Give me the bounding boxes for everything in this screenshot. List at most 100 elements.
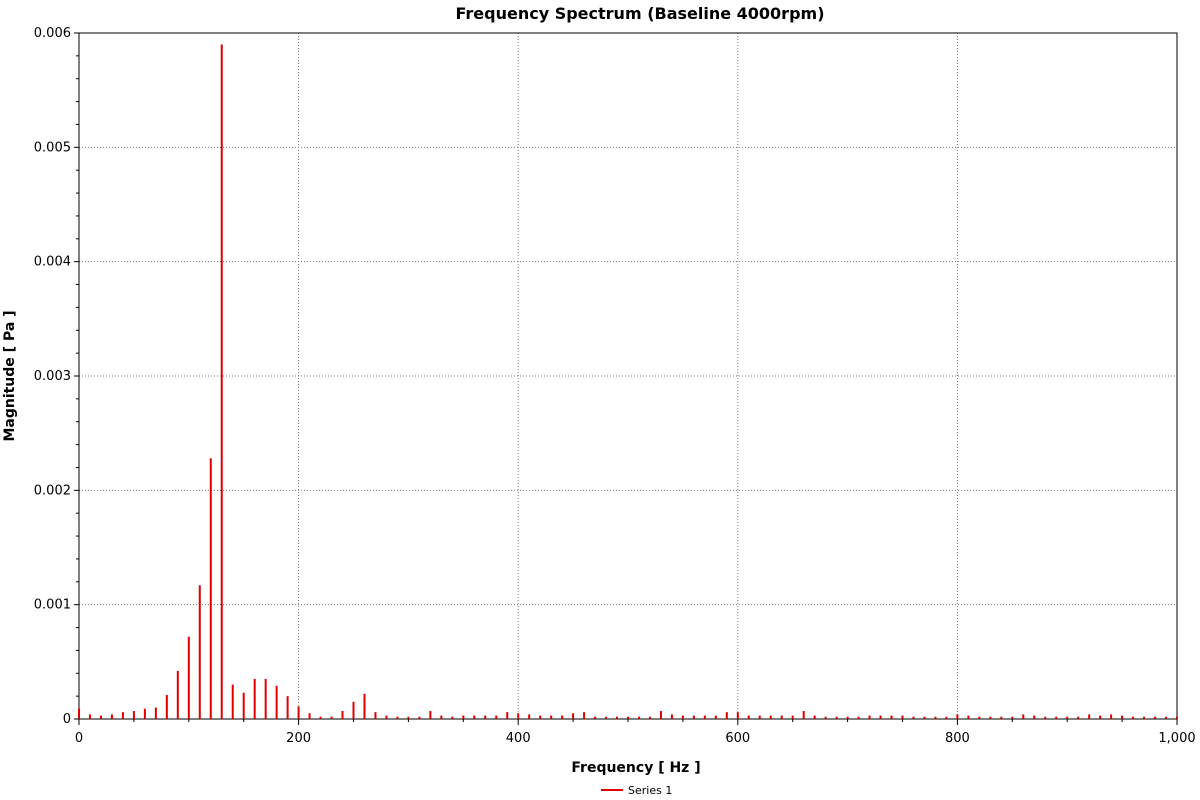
bar-series-1 — [220, 44, 223, 719]
x-axis-ticks: 0 200 400 600 800 1,000 — [75, 719, 1196, 746]
bar-series-1 — [473, 715, 476, 719]
bar-series-1 — [1176, 716, 1178, 719]
bar-series-1 — [989, 716, 992, 719]
bar-series-1 — [143, 708, 146, 719]
bar-series-1 — [791, 715, 794, 719]
bar-series-1 — [780, 715, 783, 719]
bar-series-1 — [572, 713, 575, 719]
y-axis-ticks: 0 0.001 0.002 0.003 0.004 0.005 0.006 — [34, 26, 79, 727]
bar-series-1 — [879, 715, 882, 719]
bar-series-1 — [297, 706, 300, 719]
bar-series-1 — [165, 694, 168, 719]
bar-series-1 — [363, 693, 366, 719]
bar-series-1 — [1011, 716, 1014, 719]
bar-series-1 — [385, 715, 388, 719]
bar-series-1 — [692, 715, 695, 719]
bar-series-1 — [506, 712, 509, 719]
x-tick-label: 200 — [286, 731, 311, 746]
series-1-bars — [78, 44, 1178, 719]
bar-series-1 — [132, 710, 135, 719]
bar-series-1 — [714, 715, 717, 719]
bar-series-1 — [725, 712, 728, 719]
bar-series-1 — [846, 716, 849, 719]
bar-series-1 — [1000, 716, 1003, 719]
bar-series-1 — [1077, 716, 1080, 719]
bar-series-1 — [736, 712, 739, 719]
bar-series-1 — [253, 678, 256, 719]
bar-series-1 — [637, 716, 640, 719]
bar-series-1 — [121, 712, 124, 719]
bar-series-1 — [110, 714, 113, 719]
bar-series-1 — [901, 715, 904, 719]
bar-series-1 — [374, 712, 377, 719]
bar-series-1 — [956, 714, 959, 719]
bar-series-1 — [934, 716, 937, 719]
x-tick-label: 400 — [506, 731, 531, 746]
bar-series-1 — [802, 710, 805, 719]
bar-series-1 — [681, 715, 684, 719]
bar-series-1 — [1165, 716, 1168, 719]
bar-series-1 — [1033, 715, 1036, 719]
bar-series-1 — [627, 716, 629, 719]
bar-series-1 — [154, 707, 157, 719]
bar-series-1 — [945, 716, 948, 719]
bar-series-1 — [462, 715, 465, 719]
bar-series-1 — [670, 714, 673, 719]
bar-series-1 — [758, 715, 761, 719]
bar-series-1 — [99, 715, 102, 719]
bar-series-1 — [528, 714, 531, 719]
bar-series-1 — [583, 712, 586, 719]
bar-series-1 — [1066, 716, 1069, 719]
bar-series-1 — [440, 715, 443, 719]
bar-series-1 — [242, 692, 245, 719]
bar-series-1 — [857, 716, 860, 719]
x-tick-label: 600 — [725, 731, 750, 746]
bar-series-1 — [484, 715, 487, 719]
grid — [79, 32, 1178, 719]
bar-series-1 — [769, 715, 772, 719]
x-tick-label: 0 — [75, 731, 83, 746]
bar-series-1 — [703, 715, 706, 719]
bar-series-1 — [824, 716, 827, 719]
bar-series-1 — [659, 710, 662, 719]
bar-series-1 — [912, 716, 915, 719]
bar-series-1 — [418, 716, 421, 719]
bar-series-1 — [1110, 714, 1113, 719]
bar-series-1 — [187, 636, 190, 719]
bar-series-1 — [264, 678, 267, 719]
bar-series-1 — [198, 585, 201, 719]
bar-series-1 — [890, 715, 893, 719]
x-tick-label: 800 — [945, 731, 970, 746]
y-tick-label: 0.001 — [34, 598, 71, 613]
bar-series-1 — [1143, 716, 1146, 719]
x-tick-label: 1,000 — [1158, 731, 1195, 746]
bar-series-1 — [561, 715, 564, 719]
y-tick-label: 0.003 — [34, 369, 71, 384]
legend-label-series-1: Series 1 — [628, 784, 672, 797]
bar-series-1 — [88, 714, 91, 719]
bar-series-1 — [275, 685, 278, 719]
bar-series-1 — [231, 684, 234, 719]
bar-series-1 — [747, 715, 750, 719]
bar-series-1 — [330, 716, 333, 719]
y-tick-label: 0 — [63, 712, 71, 727]
bar-series-1 — [605, 716, 608, 719]
bar-series-1 — [1088, 714, 1091, 719]
bar-series-1 — [550, 715, 553, 719]
bar-series-1 — [594, 716, 597, 719]
chart-title: Frequency Spectrum (Baseline 4000rpm) — [455, 4, 824, 23]
x-axis-label: Frequency [ Hz ] — [571, 760, 700, 776]
bar-series-1 — [495, 715, 498, 719]
bar-series-1 — [1055, 716, 1058, 719]
bar-series-1 — [539, 715, 542, 719]
bar-series-1 — [176, 670, 179, 719]
y-axis-label: Magnitude [ Pa ] — [2, 310, 18, 441]
bar-series-1 — [209, 458, 212, 719]
bar-series-1 — [616, 716, 619, 719]
bar-series-1 — [341, 710, 344, 719]
y-tick-label: 0.006 — [34, 26, 71, 41]
bar-series-1 — [1099, 715, 1102, 719]
bar-series-1 — [396, 716, 399, 719]
bar-series-1 — [451, 716, 454, 719]
